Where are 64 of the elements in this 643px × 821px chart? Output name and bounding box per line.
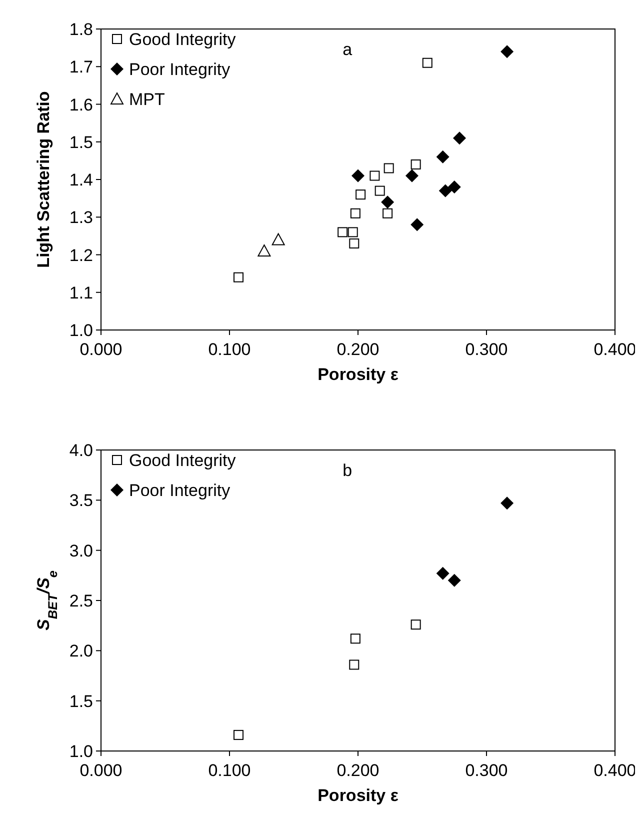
point (349, 238, 360, 248)
point (370, 170, 380, 181)
y-tick-label: 2.5 (69, 592, 93, 610)
annotation: b (342, 461, 352, 480)
point (349, 660, 360, 670)
point (438, 184, 452, 198)
annotation: a (342, 40, 353, 59)
y-tick-label: 3.5 (69, 491, 93, 510)
y-tick-label: 1.2 (69, 246, 93, 265)
point (436, 150, 450, 164)
point (410, 620, 421, 630)
legend-label: Poor Integrity (129, 481, 231, 500)
y-tick-label: 1.5 (69, 132, 93, 152)
x-tick-label: 0.200 (336, 340, 380, 359)
point (352, 169, 364, 182)
y-tick-label: 4.0 (69, 441, 93, 460)
point (448, 574, 461, 587)
point (348, 227, 358, 238)
x-axis-title: Porosity ε (318, 786, 398, 805)
y-tick-label: 1.7 (69, 58, 93, 77)
x-tick-label: 0.000 (80, 761, 122, 780)
point (233, 730, 244, 740)
x-axis-title: Porosity ε (318, 365, 398, 384)
point (453, 132, 466, 145)
point (384, 163, 394, 174)
point (500, 496, 514, 510)
point (436, 566, 450, 580)
y-tick-label: 1.8 (69, 20, 93, 39)
x-tick-label: 0.100 (208, 761, 251, 780)
legend-label: Poor Integrity (129, 60, 231, 79)
legend-label: Good Integrity (129, 451, 236, 470)
point (405, 169, 418, 182)
x-tick-label: 0.100 (208, 340, 251, 359)
point (233, 272, 244, 282)
y-tick-label: 1.0 (69, 321, 93, 340)
x-tick-label: 0.000 (80, 340, 122, 359)
point (374, 186, 385, 196)
y-tick-label: 1.3 (69, 208, 93, 228)
y-tick-label: 1.1 (69, 283, 93, 302)
point (356, 190, 366, 200)
point (381, 196, 394, 209)
point (422, 58, 432, 68)
point (338, 227, 348, 238)
point (258, 244, 271, 256)
legend-label: MPT (129, 90, 165, 109)
y-tick-label: 1.0 (69, 742, 93, 761)
point (410, 218, 424, 232)
point (272, 233, 285, 246)
y-tick-label: 2.0 (69, 642, 93, 661)
point (350, 208, 360, 218)
x-tick-label: 0.300 (465, 761, 508, 780)
point (448, 180, 461, 194)
y-tick-label: 3.0 (69, 541, 93, 560)
point (410, 159, 421, 170)
y-axis-title: Light Scattering Ratio (34, 91, 53, 268)
x-tick-label: 0.300 (465, 340, 508, 359)
legend-label: Good Integrity (129, 30, 236, 49)
point (382, 208, 393, 218)
point (350, 634, 360, 644)
y-tick-label: 1.5 (69, 692, 93, 711)
x-tick-label: 0.200 (336, 761, 380, 780)
point (500, 45, 514, 58)
y-tick-label: 1.6 (69, 95, 93, 114)
y-tick-label: 1.4 (69, 170, 93, 190)
